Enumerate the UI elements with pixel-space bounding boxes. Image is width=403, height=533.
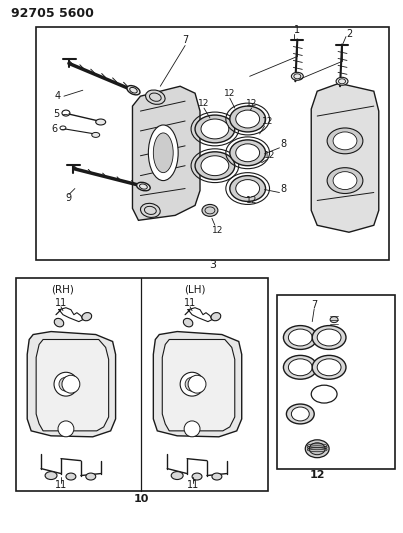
Circle shape <box>185 377 199 391</box>
Ellipse shape <box>327 128 363 154</box>
Circle shape <box>62 375 80 393</box>
Ellipse shape <box>230 106 266 132</box>
Text: 8: 8 <box>280 183 287 193</box>
Circle shape <box>54 372 78 396</box>
Polygon shape <box>153 332 242 437</box>
Text: 12: 12 <box>310 470 325 480</box>
Text: 12: 12 <box>212 226 224 235</box>
Ellipse shape <box>327 168 363 193</box>
Ellipse shape <box>336 77 348 85</box>
Ellipse shape <box>317 329 341 346</box>
Text: 11: 11 <box>55 480 67 490</box>
Text: 7: 7 <box>311 300 317 310</box>
Bar <box>16 278 268 491</box>
Ellipse shape <box>92 132 100 138</box>
Text: 4: 4 <box>55 91 61 101</box>
Polygon shape <box>311 83 379 232</box>
Ellipse shape <box>145 90 165 104</box>
Text: 5: 5 <box>53 109 59 119</box>
Circle shape <box>188 375 206 393</box>
Ellipse shape <box>66 473 76 480</box>
Text: 12: 12 <box>246 99 258 108</box>
Circle shape <box>58 421 74 437</box>
Ellipse shape <box>291 72 303 80</box>
Bar <box>36 27 389 260</box>
Circle shape <box>184 421 200 437</box>
Ellipse shape <box>283 326 317 350</box>
Polygon shape <box>133 86 200 220</box>
Ellipse shape <box>183 318 193 327</box>
Text: 2: 2 <box>346 29 352 38</box>
Ellipse shape <box>289 329 312 346</box>
Ellipse shape <box>289 359 312 376</box>
Ellipse shape <box>202 205 218 216</box>
Ellipse shape <box>195 152 235 180</box>
Ellipse shape <box>171 472 183 480</box>
Ellipse shape <box>137 182 150 191</box>
Ellipse shape <box>96 119 106 125</box>
Ellipse shape <box>287 404 314 424</box>
Ellipse shape <box>127 86 140 95</box>
Ellipse shape <box>201 156 229 176</box>
Ellipse shape <box>230 176 266 201</box>
Bar <box>278 295 395 469</box>
Text: 1: 1 <box>294 25 300 35</box>
Text: 12: 12 <box>224 88 235 98</box>
Text: 6: 6 <box>51 124 57 134</box>
Text: 9: 9 <box>66 193 72 204</box>
Ellipse shape <box>82 312 91 321</box>
Ellipse shape <box>201 119 229 139</box>
Text: 12: 12 <box>198 99 210 108</box>
Text: 11: 11 <box>55 298 67 308</box>
Circle shape <box>59 377 73 391</box>
Ellipse shape <box>330 317 338 322</box>
Polygon shape <box>36 340 109 431</box>
Polygon shape <box>162 340 235 431</box>
Ellipse shape <box>236 144 260 161</box>
Ellipse shape <box>141 203 160 217</box>
Text: (LH): (LH) <box>184 285 206 295</box>
Circle shape <box>180 372 204 396</box>
Text: 12: 12 <box>246 196 258 205</box>
Text: 12: 12 <box>262 117 273 125</box>
Ellipse shape <box>236 110 260 128</box>
Ellipse shape <box>148 125 178 181</box>
Ellipse shape <box>333 172 357 190</box>
Ellipse shape <box>283 356 317 379</box>
Ellipse shape <box>236 180 260 198</box>
Ellipse shape <box>86 473 96 480</box>
Ellipse shape <box>230 140 266 166</box>
Text: 10: 10 <box>134 495 149 504</box>
Ellipse shape <box>312 326 346 350</box>
Ellipse shape <box>153 133 173 173</box>
Ellipse shape <box>305 440 329 458</box>
Ellipse shape <box>291 407 309 421</box>
Text: 11: 11 <box>184 298 196 308</box>
Ellipse shape <box>312 356 346 379</box>
Text: 8: 8 <box>280 139 287 149</box>
Text: 92705 5600: 92705 5600 <box>11 7 94 20</box>
Text: (RH): (RH) <box>52 285 75 295</box>
Ellipse shape <box>192 473 202 480</box>
Ellipse shape <box>45 472 57 480</box>
Ellipse shape <box>333 132 357 150</box>
Ellipse shape <box>211 312 221 321</box>
Text: 3: 3 <box>210 260 216 270</box>
Text: 7: 7 <box>182 35 188 45</box>
Text: 11: 11 <box>187 480 199 490</box>
Ellipse shape <box>309 443 325 455</box>
Ellipse shape <box>317 359 341 376</box>
Text: 12: 12 <box>264 151 275 160</box>
Ellipse shape <box>212 473 222 480</box>
Ellipse shape <box>54 318 64 327</box>
Ellipse shape <box>195 115 235 143</box>
Polygon shape <box>27 332 116 437</box>
